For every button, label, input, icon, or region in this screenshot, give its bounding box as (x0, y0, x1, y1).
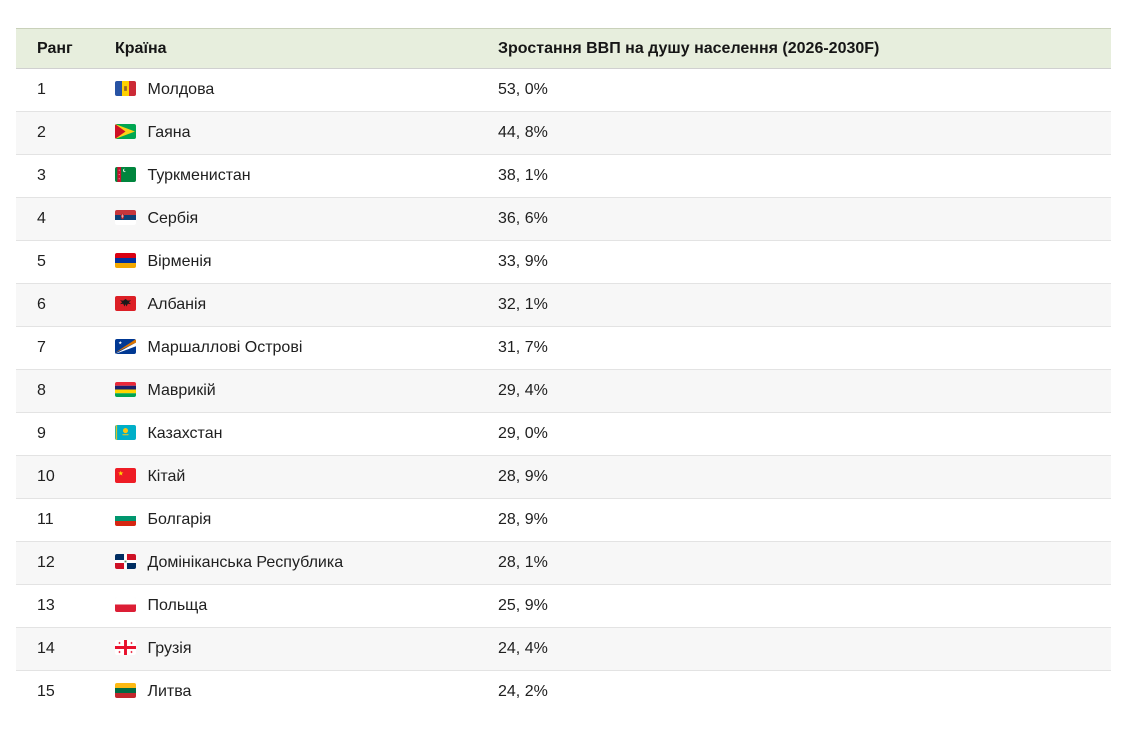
value-column-header: Зростання ВВП на душу населення (2026-20… (498, 28, 1111, 69)
country-name: Грузія (147, 640, 192, 657)
country-cell: Казахстан (115, 412, 498, 456)
value-cell: 36, 6% (498, 197, 1111, 241)
country-name: Казахстан (147, 425, 223, 442)
table-row: 5 Вірменія 33, 9% (16, 240, 1111, 284)
rank-cell: 6 (16, 283, 115, 327)
poland-flag-icon (115, 597, 136, 612)
rank-cell: 12 (16, 541, 115, 585)
rank-cell: 14 (16, 627, 115, 671)
guyana-flag-icon (115, 124, 136, 139)
country-cell: Сербія (115, 197, 498, 241)
table-row: 9 Казахстан 29, 0% (16, 412, 1111, 456)
country-name: Болгарія (147, 511, 212, 528)
china-flag-icon (115, 468, 136, 483)
table-row: 1 Молдова 53, 0% (16, 68, 1111, 112)
gdp-growth-ranking-table: Ранг Країна Зростання ВВП на душу населе… (16, 28, 1111, 714)
table-row: 13 Польща 25, 9% (16, 584, 1111, 628)
value-cell: 29, 0% (498, 412, 1111, 456)
rank-cell: 10 (16, 455, 115, 499)
country-cell: Маршаллові Острові (115, 326, 498, 370)
value-cell: 25, 9% (498, 584, 1111, 628)
marshall-islands-flag-icon (115, 339, 136, 354)
rank-column-header: Ранг (16, 28, 115, 69)
value-cell: 32, 1% (498, 283, 1111, 327)
country-name: Гаяна (147, 124, 191, 141)
georgia-flag-icon (115, 640, 136, 655)
kazakhstan-flag-icon (115, 425, 136, 440)
country-name: Сербія (147, 210, 199, 227)
value-cell: 24, 2% (498, 683, 548, 701)
mauritius-flag-icon (115, 382, 136, 397)
country-name: Вірменія (147, 253, 212, 270)
rank-cell: 5 (16, 240, 115, 284)
country-cell: Грузія (115, 627, 498, 671)
rank-cell: 4 (16, 197, 115, 241)
armenia-flag-icon (115, 253, 136, 268)
country-cell: Молдова (115, 68, 498, 112)
country-cell: Вірменія (115, 240, 498, 284)
country-name: Албанія (147, 296, 207, 313)
table-row: 10 Кітай 28, 9% (16, 455, 1111, 499)
country-cell: Литва (115, 671, 498, 714)
table-row: 7 Маршаллові Острові 31, 7% (16, 326, 1111, 370)
value-cell: 28, 1% (498, 541, 1111, 585)
table-row: 3 Туркменистан 38, 1% (16, 154, 1111, 198)
rank-cell: 9 (16, 412, 115, 456)
country-name: Литва (147, 683, 192, 701)
value-cell: 31, 7% (498, 326, 1111, 370)
bulgaria-flag-icon (115, 511, 136, 526)
value-cell: 29, 4% (498, 369, 1111, 413)
albania-flag-icon (115, 296, 136, 311)
country-name: Польща (147, 597, 208, 614)
country-name: Домініканська Республика (147, 554, 344, 571)
value-cell: 24, 4% (498, 627, 1111, 671)
country-name: Маврикій (147, 382, 216, 399)
rank-cell: 7 (16, 326, 115, 370)
value-cell: 28, 9% (498, 498, 1111, 542)
value-cell: 44, 8% (498, 111, 1111, 155)
country-name: Молдова (147, 81, 215, 98)
rank-cell: 13 (16, 584, 115, 628)
value-cell: 28, 9% (498, 455, 1111, 499)
country-cell: Домініканська Республика (115, 541, 498, 585)
serbia-flag-icon (115, 210, 136, 225)
table-row: 15 Литва 24, 2% (16, 670, 1111, 714)
value-cell: 38, 1% (498, 154, 1111, 198)
ranking-table-page: Ранг Країна Зростання ВВП на душу населе… (16, 28, 1111, 714)
country-cell: Албанія (115, 283, 498, 327)
turkmenistan-flag-icon (115, 167, 136, 182)
rank-cell: 1 (16, 68, 115, 112)
country-cell: Гаяна (115, 111, 498, 155)
table-header-row: Ранг Країна Зростання ВВП на душу населе… (16, 28, 1111, 69)
table-row: 12 Домініканська Республика 28, 1% (16, 541, 1111, 585)
country-column-header: Країна (115, 28, 498, 69)
table-row: 6 Албанія 32, 1% (16, 283, 1111, 327)
table-row: 14 Грузія 24, 4% (16, 627, 1111, 671)
table-row: 8 Маврикій 29, 4% (16, 369, 1111, 413)
country-name: Маршаллові Острові (147, 339, 303, 356)
table-row: 4 Сербія 36, 6% (16, 197, 1111, 241)
table-row: 2 Гаяна 44, 8% (16, 111, 1111, 155)
rank-cell: 8 (16, 369, 115, 413)
value-cell: 53, 0% (498, 68, 1111, 112)
country-cell: Польща (115, 584, 498, 628)
country-name: Кітай (147, 468, 186, 485)
moldova-flag-icon (115, 81, 136, 96)
dominican-republic-flag-icon (115, 554, 136, 569)
country-cell: Болгарія (115, 498, 498, 542)
table-row: 11 Болгарія 28, 9% (16, 498, 1111, 542)
rank-cell: 3 (16, 154, 115, 198)
country-cell: Туркменистан (115, 154, 498, 198)
value-cell: 33, 9% (498, 240, 1111, 284)
rank-cell: 2 (16, 111, 115, 155)
lithuania-flag-icon (115, 683, 136, 699)
country-cell: Кітай (115, 455, 498, 499)
rank-cell: 11 (16, 498, 115, 542)
country-cell: Маврикій (115, 369, 498, 413)
rank-cell: 15 (37, 683, 55, 701)
country-name: Туркменистан (147, 167, 251, 184)
